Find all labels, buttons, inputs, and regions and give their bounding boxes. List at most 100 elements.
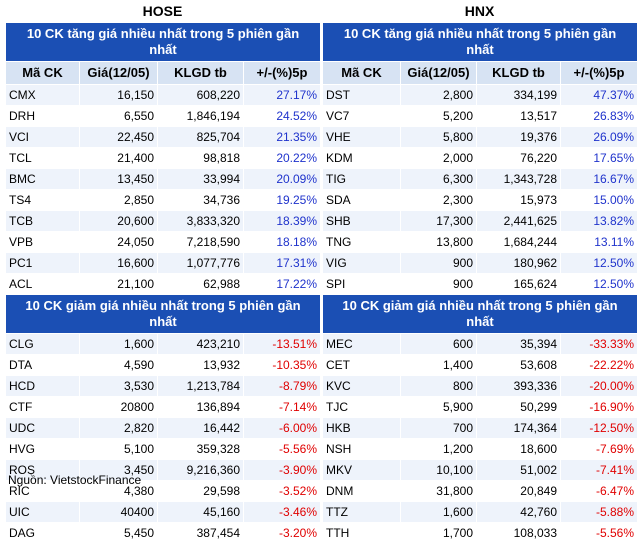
avg-volume: 98,818 — [157, 147, 244, 169]
avg-volume: 423,210 — [157, 333, 244, 355]
gainers-section: 10 CK tăng giá nhiều nhất trong 5 phiên … — [321, 22, 639, 295]
stock-code: TIG — [322, 168, 401, 190]
table-row: HCD 3,530 1,213,784 -8.79% — [5, 375, 322, 397]
table-row: ROS 3,450 9,216,360 -3.90% — [5, 459, 322, 481]
header-change: +/-(%)5p — [559, 61, 639, 85]
price: 1,600 — [79, 333, 158, 355]
price: 800 — [400, 375, 477, 397]
change-percent: -7.69% — [559, 438, 639, 460]
stock-code: DRH — [5, 105, 80, 127]
change-percent: -5.56% — [242, 438, 322, 460]
stock-code: CET — [322, 354, 401, 376]
stock-code: TNG — [322, 231, 401, 253]
table-row: VPB 24,050 7,218,590 18.18% — [5, 231, 322, 253]
stock-code: TTH — [322, 522, 401, 544]
stock-code: BMC — [5, 168, 80, 190]
table-row: TTH 1,700 108,033 -5.56% — [322, 522, 639, 544]
avg-volume: 50,299 — [476, 396, 561, 418]
stock-code: DST — [322, 84, 401, 106]
change-percent: 17.65% — [559, 147, 639, 169]
stock-code: TJC — [322, 396, 401, 418]
change-percent: 12.50% — [559, 273, 639, 295]
change-percent: 13.11% — [559, 231, 639, 253]
avg-volume: 7,218,590 — [157, 231, 244, 253]
header-price: Giá(12/05) — [79, 61, 158, 85]
header-code: Mã CK — [322, 61, 401, 85]
stock-code: CLG — [5, 333, 80, 355]
table-row: DST 2,800 334,199 47.37% — [322, 84, 639, 106]
change-percent: -3.46% — [242, 501, 322, 523]
table-row: TCB 20,600 3,833,320 18.39% — [5, 210, 322, 232]
table-row: SHB 17,300 2,441,625 13.82% — [322, 210, 639, 232]
change-percent: 18.39% — [242, 210, 322, 232]
change-percent: 13.82% — [559, 210, 639, 232]
stock-code: VIG — [322, 252, 401, 274]
avg-volume: 180,962 — [476, 252, 561, 274]
change-percent: -13.51% — [242, 333, 322, 355]
change-percent: -33.33% — [559, 333, 639, 355]
avg-volume: 76,220 — [476, 147, 561, 169]
stock-code: VHE — [322, 126, 401, 148]
price: 5,450 — [79, 522, 158, 544]
hnx-panel: HNX 10 CK tăng giá nhiều nhất trong 5 ph… — [321, 0, 639, 544]
stock-code: HVG — [5, 438, 80, 460]
change-percent: -22.22% — [559, 354, 639, 376]
avg-volume: 13,517 — [476, 105, 561, 127]
change-percent: -16.90% — [559, 396, 639, 418]
change-percent: -3.90% — [242, 459, 322, 481]
avg-volume: 2,441,625 — [476, 210, 561, 232]
stock-code: HCD — [5, 375, 80, 397]
gainers-title: 10 CK tăng giá nhiều nhất trong 5 phiên … — [321, 22, 639, 62]
change-percent: -7.14% — [242, 396, 322, 418]
hnx-table: 10 CK tăng giá nhiều nhất trong 5 phiên … — [321, 22, 639, 544]
table-row: BMC 13,450 33,994 20.09% — [5, 168, 322, 190]
price: 20,600 — [79, 210, 158, 232]
avg-volume: 393,336 — [476, 375, 561, 397]
table-row: TJC 5,900 50,299 -16.90% — [322, 396, 639, 418]
table-row: SPI 900 165,624 12.50% — [322, 273, 639, 295]
losers-title: 10 CK giảm giá nhiều nhất trong 5 phiên … — [4, 294, 322, 334]
change-percent: -20.00% — [559, 375, 639, 397]
change-percent: 16.67% — [559, 168, 639, 190]
price: 17,300 — [400, 210, 477, 232]
hose-panel: HOSE 10 CK tăng giá nhiều nhất trong 5 p… — [4, 0, 322, 544]
price: 1,700 — [400, 522, 477, 544]
hose-table: 10 CK tăng giá nhiều nhất trong 5 phiên … — [4, 22, 322, 544]
avg-volume: 19,376 — [476, 126, 561, 148]
price: 20800 — [79, 396, 158, 418]
change-percent: 19.25% — [242, 189, 322, 211]
change-percent: 20.22% — [242, 147, 322, 169]
price: 2,800 — [400, 84, 477, 106]
gainers-section: 10 CK tăng giá nhiều nhất trong 5 phiên … — [4, 22, 322, 295]
avg-volume: 16,442 — [157, 417, 244, 439]
change-percent: 21.35% — [242, 126, 322, 148]
source-note: Nguồn: VietstockFinance — [8, 473, 142, 487]
price: 5,900 — [400, 396, 477, 418]
stock-code: KDM — [322, 147, 401, 169]
avg-volume: 825,704 — [157, 126, 244, 148]
stock-code: SPI — [322, 273, 401, 295]
price: 13,800 — [400, 231, 477, 253]
stock-code: UIC — [5, 501, 80, 523]
avg-volume: 45,160 — [157, 501, 244, 523]
table-row: KVC 800 393,336 -20.00% — [322, 375, 639, 397]
table-row: CET 1,400 53,608 -22.22% — [322, 354, 639, 376]
change-percent: -5.88% — [559, 501, 639, 523]
price: 5,100 — [79, 438, 158, 460]
price: 6,300 — [400, 168, 477, 190]
price: 31,800 — [400, 480, 477, 502]
stock-code: MEC — [322, 333, 401, 355]
price: 4,590 — [79, 354, 158, 376]
header-change: +/-(%)5p — [242, 61, 322, 85]
avg-volume: 20,849 — [476, 480, 561, 502]
price: 2,300 — [400, 189, 477, 211]
table-row: TS4 2,850 34,736 19.25% — [5, 189, 322, 211]
stock-code: ACL — [5, 273, 80, 295]
table-row: TNG 13,800 1,684,244 13.11% — [322, 231, 639, 253]
avg-volume: 1,213,784 — [157, 375, 244, 397]
table-row: DAG 5,450 387,454 -3.20% — [5, 522, 322, 544]
change-percent: -5.56% — [559, 522, 639, 544]
avg-volume: 13,932 — [157, 354, 244, 376]
gainers-title: 10 CK tăng giá nhiều nhất trong 5 phiên … — [4, 22, 322, 62]
table-row: CMX 16,150 608,220 27.17% — [5, 84, 322, 106]
